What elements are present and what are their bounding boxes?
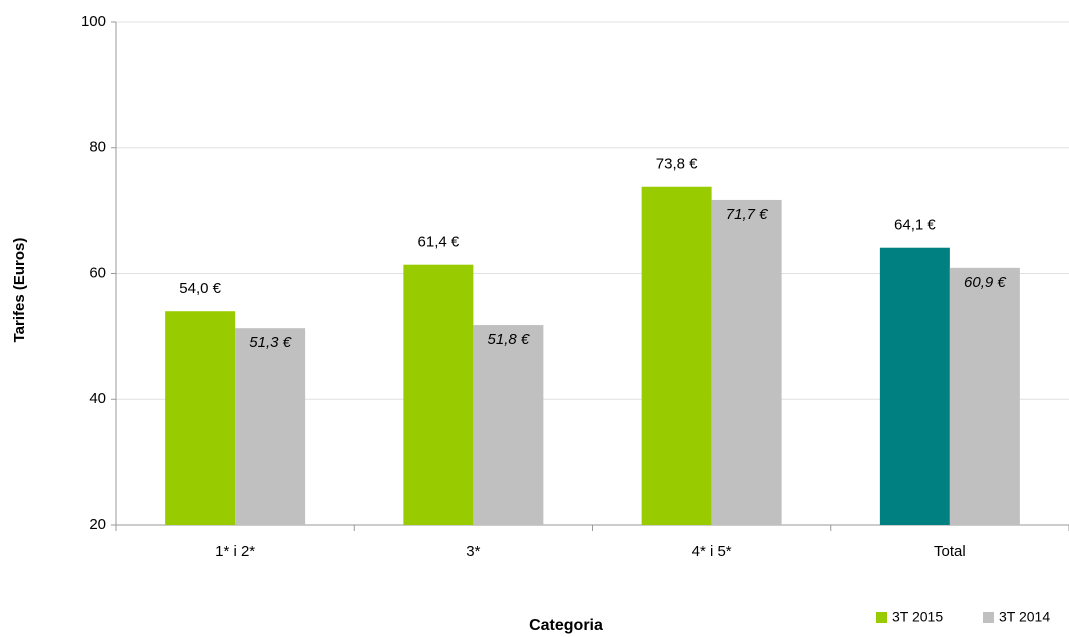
value-label: 51,8 € (488, 331, 530, 348)
value-label: 54,0 € (179, 280, 221, 297)
value-label: 51,3 € (249, 334, 291, 351)
value-label: 64,1 € (894, 217, 936, 234)
bar (879, 247, 950, 525)
value-label: 61,4 € (418, 234, 460, 251)
value-label: 71,7 € (726, 206, 768, 223)
y-tick-label: 60 (89, 264, 106, 281)
y-tick-label: 100 (81, 13, 106, 30)
legend-swatch (983, 612, 994, 623)
bar (641, 186, 712, 526)
x-tick-label: 1* i 2* (215, 543, 255, 560)
bar (165, 311, 236, 525)
bar (235, 328, 306, 525)
legend-swatch (876, 612, 887, 623)
legend-label: 3T 2015 (892, 609, 943, 625)
bar (949, 267, 1020, 525)
x-axis-label: Categoria (529, 617, 603, 634)
value-label: 60,9 € (964, 274, 1006, 291)
y-tick-label: 20 (89, 516, 106, 533)
legend-label: 3T 2014 (999, 609, 1050, 625)
bar (711, 199, 782, 525)
bar (473, 325, 544, 525)
x-tick-label: 3* (466, 543, 480, 560)
y-tick-label: 40 (89, 390, 106, 407)
y-axis-label: Tarifes (Euros) (11, 238, 28, 343)
y-tick-label: 80 (89, 139, 106, 156)
x-tick-label: Total (934, 543, 966, 560)
x-tick-label: 4* i 5* (692, 543, 732, 560)
bar (403, 264, 474, 525)
value-label: 73,8 € (656, 156, 698, 173)
